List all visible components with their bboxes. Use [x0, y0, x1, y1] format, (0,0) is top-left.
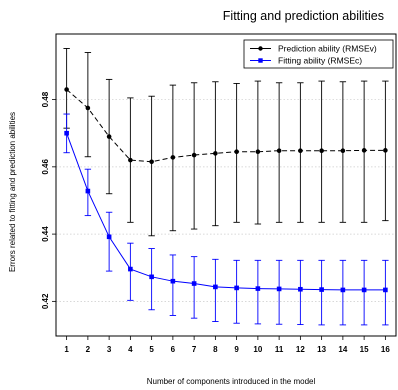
data-point [149, 159, 154, 165]
x-tick-label: 12 [296, 345, 305, 354]
y-axis-label: Errors related to fitting and prediction… [8, 112, 17, 272]
x-tick-label: 14 [338, 345, 347, 354]
legend-marker-fitting [258, 58, 263, 63]
legend-label-fitting: Fitting ability (RMSEc) [278, 56, 362, 66]
data-point [276, 286, 282, 292]
data-point [361, 287, 367, 293]
data-point [276, 148, 282, 153]
x-tick-label: 16 [381, 345, 390, 354]
data-point [361, 148, 367, 153]
x-tick-label: 2 [86, 345, 91, 354]
legend: Prediction ability (RMSEv) Fitting abili… [243, 39, 394, 69]
series-line [66, 89, 386, 163]
data-point [170, 155, 176, 160]
data-point [383, 148, 388, 153]
x-tick-label: 13 [317, 345, 326, 354]
data-point [64, 130, 69, 136]
grid [56, 99, 396, 302]
data-point [213, 284, 218, 290]
x-tick-label: 11 [275, 345, 284, 354]
data-point [234, 149, 239, 155]
x-tick-label: 4 [128, 345, 133, 354]
data-point [149, 274, 154, 280]
x-tick-label: 9 [234, 345, 239, 354]
data-point [213, 151, 218, 156]
axes: 1 2 3 4 5 6 7 8 9 10 11 12 13 14 15 160.420.440.460.48 [41, 91, 390, 354]
data-point [340, 287, 346, 293]
data-point [255, 149, 261, 155]
x-tick-label: 10 [253, 345, 262, 354]
x-tick-label: 1 [64, 345, 69, 354]
data-point [383, 287, 388, 293]
series-fitting [63, 113, 389, 326]
data-point [191, 281, 197, 286]
data-point [170, 278, 176, 284]
x-axis-label: Number of components introduced in the m… [147, 377, 316, 386]
data-point [255, 286, 261, 291]
chart-title: Fitting and prediction abilities [223, 9, 384, 23]
legend-box [243, 39, 394, 69]
data-point [298, 148, 303, 153]
legend-label-prediction: Prediction ability (RMSEv) [278, 44, 377, 54]
y-tick-label: 0.42 [41, 293, 50, 309]
x-tick-label: 7 [192, 345, 197, 354]
data-point [128, 157, 133, 163]
series-layer [63, 48, 389, 326]
data-point [85, 105, 91, 111]
x-tick-label: 5 [149, 345, 154, 354]
x-tick-label: 15 [360, 345, 369, 354]
data-point [319, 148, 324, 153]
data-point [106, 134, 112, 139]
data-point [191, 152, 197, 158]
plot-frame [55, 33, 397, 337]
x-tick-label: 3 [107, 345, 112, 354]
data-point [106, 234, 112, 240]
y-tick-label: 0.44 [41, 226, 50, 242]
x-tick-label: 8 [213, 345, 218, 354]
series-line [66, 133, 386, 291]
data-point [234, 285, 239, 291]
data-point [85, 188, 91, 194]
legend-marker-prediction [258, 46, 263, 51]
y-tick-label: 0.48 [41, 91, 50, 107]
series-prediction [63, 48, 389, 237]
data-point [319, 287, 324, 292]
data-point [340, 148, 346, 153]
data-point [298, 286, 303, 292]
y-tick-label: 0.46 [41, 159, 50, 175]
data-point [64, 87, 69, 92]
data-point [128, 266, 133, 272]
x-tick-label: 6 [171, 345, 176, 354]
